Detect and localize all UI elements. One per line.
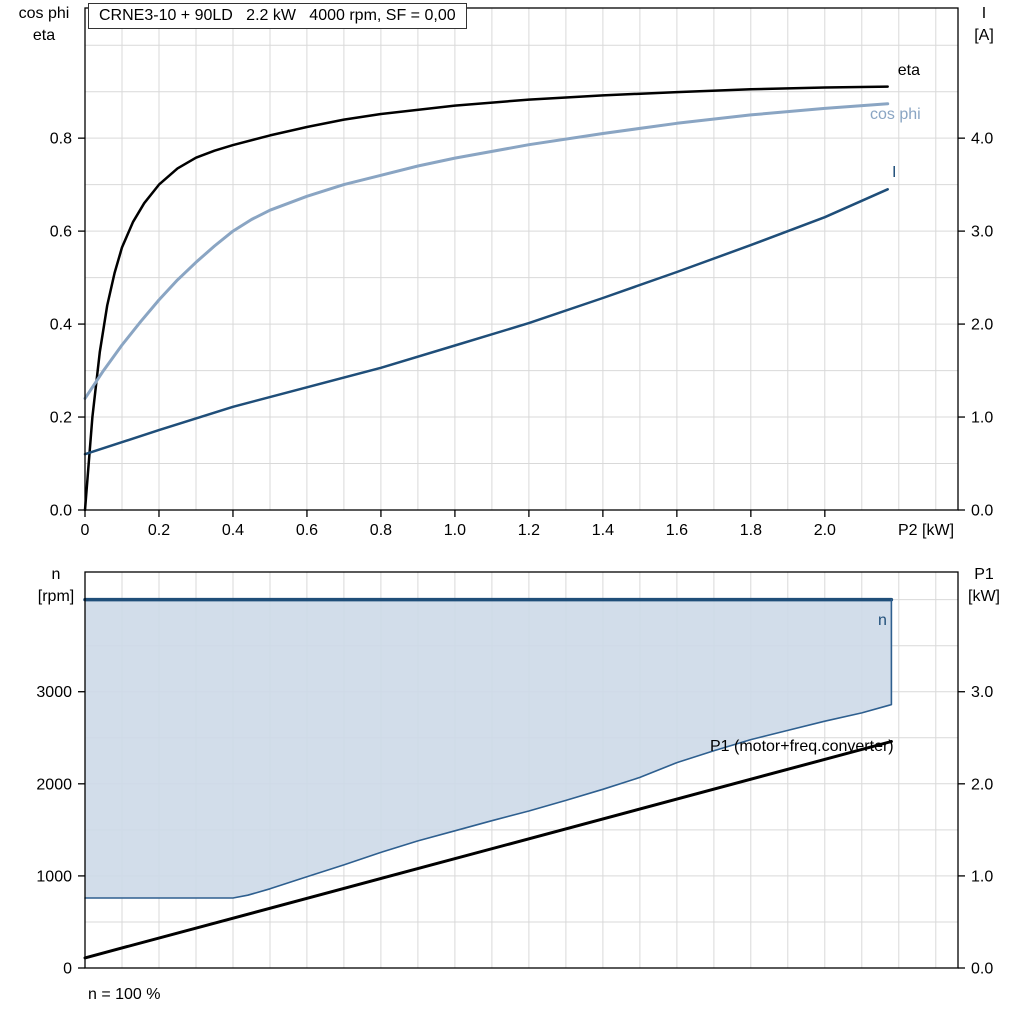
tick-labels: 0 0.2 0.4 0.6 0.8 1.0 1.2 1.4 1.6 1.8 2.0 0.0 0.2 0.4… (50, 131, 994, 539)
svg-text:0.6: 0.6 (50, 224, 72, 241)
svg-text:1.6: 1.6 (666, 522, 688, 539)
gridlines (85, 8, 958, 510)
top-right-axis-title-current: I (981, 5, 987, 22)
current-curve-label: I (892, 164, 897, 181)
svg-text:0.0: 0.0 (50, 503, 72, 520)
svg-text:1000: 1000 (36, 868, 72, 885)
svg-text:2000: 2000 (36, 776, 72, 793)
pump-title-box: CRNE3-10 + 90LD 2.2 kW 4000 rpm, SF = 0,… (88, 3, 467, 29)
bottom-left-axis-title-n: n (51, 566, 61, 583)
svg-text:0.8: 0.8 (370, 522, 392, 539)
svg-text:1.0: 1.0 (971, 868, 993, 885)
speed-curve-label: n (878, 612, 887, 629)
axis-ticks (78, 137, 965, 517)
svg-text:0: 0 (63, 961, 72, 978)
svg-text:0.4: 0.4 (50, 317, 72, 334)
axis-ticks (78, 691, 965, 969)
cos-phi-curve-label: cos phi (870, 106, 921, 123)
tick-labels: 0 1000 2000 3000 0.0 1.0 2.0 3.0 (36, 684, 993, 977)
plot-frame (84, 7, 959, 511)
svg-text:1.2: 1.2 (518, 522, 540, 539)
speed-footnote: n = 100 % (88, 986, 161, 1003)
series-current-curve (83, 188, 889, 456)
svg-text:P2 [kW]: P2 [kW] (898, 522, 954, 539)
series-eta-curve (83, 85, 889, 512)
series-min-speed-curve (84, 598, 893, 899)
svg-text:0.0: 0.0 (971, 503, 993, 520)
bottom-left-axis-title-rpm-unit: [rpm] (37, 588, 75, 605)
svg-text:1.0: 1.0 (971, 410, 993, 427)
svg-text:3.0: 3.0 (971, 684, 993, 701)
chart-1: 0 0.2 0.4 0.6 0.8 1.0 1.2 1.4 1.6 1.8 2.0 0.0 0.2 0.4… (50, 7, 994, 539)
top-left-axis-title-eta: eta (32, 27, 56, 44)
p1-curve-label: P1 (motor+freq.converter) (710, 738, 894, 755)
series-cos-phi-curve (83, 102, 890, 400)
svg-text:2.0: 2.0 (971, 776, 993, 793)
bottom-right-axis-title-kw-unit: [kW] (968, 588, 1000, 605)
svg-text:0.8: 0.8 (50, 131, 72, 148)
svg-text:0: 0 (81, 522, 90, 539)
eta-curve-label: eta (897, 62, 920, 79)
svg-text:0.6: 0.6 (296, 522, 318, 539)
svg-text:1.0: 1.0 (444, 522, 466, 539)
top-right-axis-title-amps-unit: [A] (974, 27, 994, 44)
speed-range-area (85, 599, 892, 898)
top-left-axis-title-cos-phi: cos phi (18, 5, 70, 22)
chart-2: 0 1000 2000 3000 0.0 1.0 2.0 3.0 (36, 571, 993, 978)
svg-text:3000: 3000 (36, 684, 72, 701)
svg-text:1.4: 1.4 (592, 522, 614, 539)
svg-text:4.0: 4.0 (971, 131, 993, 148)
series-p1-curve (83, 740, 893, 960)
svg-text:0.4: 0.4 (222, 522, 244, 539)
plot-frame (84, 571, 959, 969)
bottom-right-axis-title-p1: P1 (974, 566, 994, 583)
svg-text:0.0: 0.0 (971, 961, 993, 978)
svg-text:1.8: 1.8 (740, 522, 762, 539)
svg-text:2.0: 2.0 (971, 317, 993, 334)
svg-text:0.2: 0.2 (148, 522, 170, 539)
svg-text:0.2: 0.2 (50, 410, 72, 427)
svg-text:2.0: 2.0 (814, 522, 836, 539)
svg-text:3.0: 3.0 (971, 224, 993, 241)
